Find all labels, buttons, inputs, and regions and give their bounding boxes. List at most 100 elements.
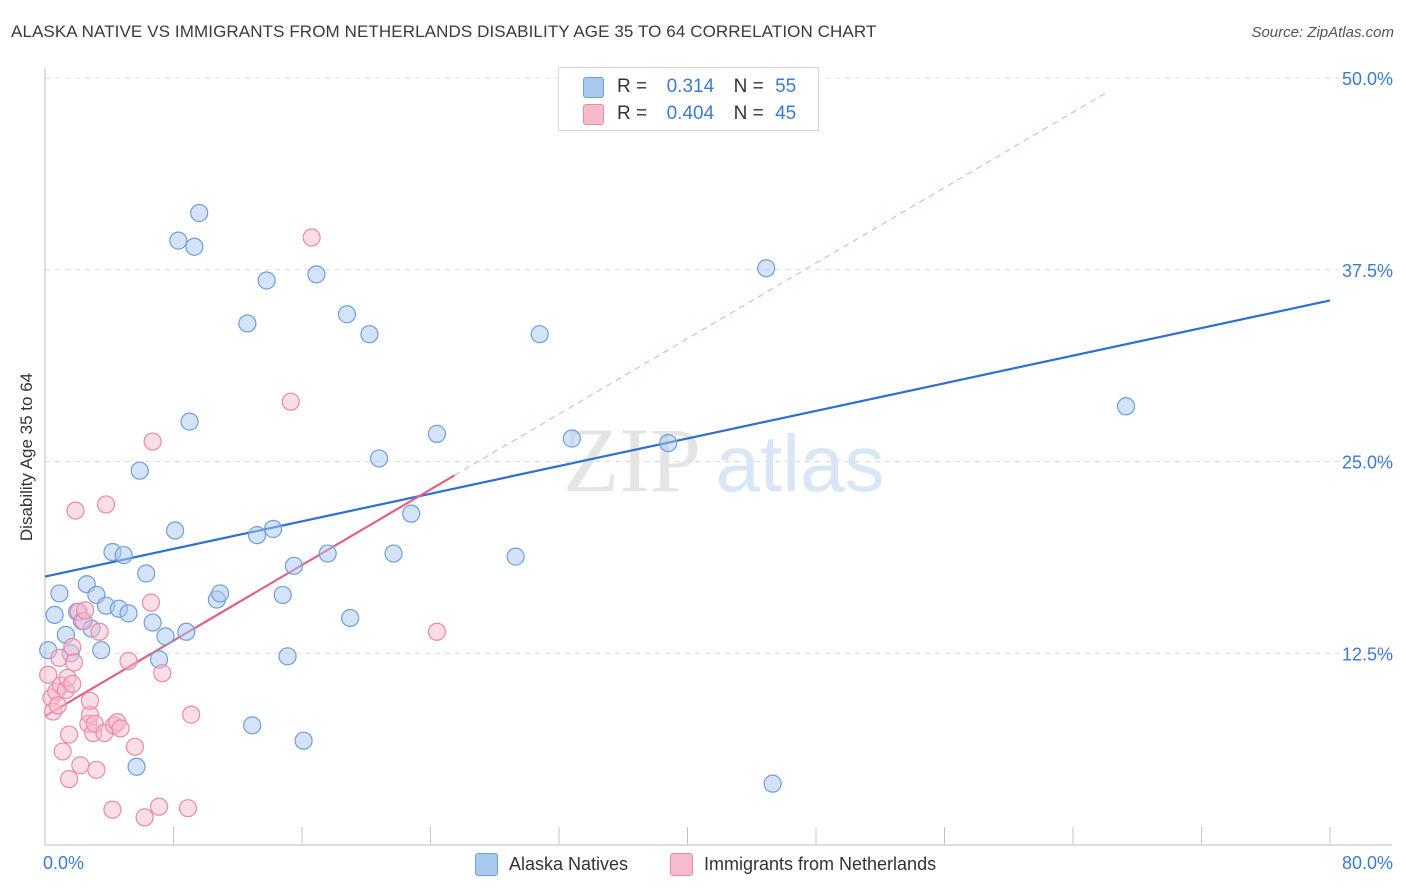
alaska-native-point xyxy=(757,259,776,278)
r-value: 0.314 xyxy=(666,76,715,97)
alaska-native-point xyxy=(1116,397,1136,416)
alaska-native-point xyxy=(238,314,257,333)
r-value: 0.404 xyxy=(666,103,715,124)
alaska-native-point xyxy=(92,641,111,660)
data-points xyxy=(39,203,1136,827)
legend-row-netherlands: R = 0.404 N = 45 xyxy=(583,102,797,126)
alaska-native-point xyxy=(247,526,267,545)
netherlands-point xyxy=(178,799,198,818)
netherlands-point xyxy=(63,638,82,657)
alaska-native-point xyxy=(137,564,156,583)
netherlands-point xyxy=(64,653,84,672)
alaska-native-point xyxy=(185,237,204,256)
r-label: R = xyxy=(617,103,648,124)
alaska-native-point xyxy=(143,613,162,632)
legend-item-immigrants-netherlands: Immigrants from Netherlands xyxy=(670,851,936,877)
netherlands-point xyxy=(125,737,145,756)
r-label: R = xyxy=(617,76,648,97)
watermark: ZIP atlas xyxy=(563,409,884,511)
alaska-native-point xyxy=(114,545,133,565)
n-label: N = xyxy=(733,103,764,124)
alaska-native-point xyxy=(763,774,782,793)
alaska-native-point xyxy=(360,325,379,344)
alaska-native-point xyxy=(506,547,525,566)
netherlands-point xyxy=(96,495,116,514)
netherlands-point xyxy=(71,756,90,775)
alaska-native-point xyxy=(130,461,149,480)
trend-extension-netherlands xyxy=(454,92,1106,476)
n-value: 45 xyxy=(775,103,797,124)
netherlands-point xyxy=(111,719,130,738)
immigrants-netherlands-swatch xyxy=(670,852,693,876)
netherlands-swatch xyxy=(583,104,604,125)
netherlands-point xyxy=(90,622,109,641)
netherlands-point xyxy=(48,696,67,715)
legend-label: Alaska Natives xyxy=(509,853,629,874)
y-tick-label: 37.5% xyxy=(1342,261,1393,281)
alaska-native-point xyxy=(384,544,403,563)
netherlands-point xyxy=(59,725,79,744)
alaska-native-point xyxy=(243,716,262,735)
legend-row-alaska: R = 0.314 N = 55 xyxy=(583,75,797,99)
y-tick-label: 25.0% xyxy=(1342,453,1393,473)
n-value: 55 xyxy=(775,76,797,97)
alaska-native-point xyxy=(180,412,199,431)
alaska-native-point xyxy=(177,622,196,641)
correlation-legend: R = 0.314 N = 55 R = 0.404 N = 45 xyxy=(558,67,819,131)
netherlands-point xyxy=(182,705,201,724)
alaska-native-point xyxy=(190,203,209,223)
netherlands-point xyxy=(302,228,321,247)
netherlands-point xyxy=(63,674,82,694)
x-tick-label: 80.0% xyxy=(1342,853,1393,873)
alaska-native-point xyxy=(402,504,421,523)
alaska-native-point xyxy=(257,271,276,290)
x-tick-label: 0.0% xyxy=(43,853,84,873)
trend-lines xyxy=(44,92,1331,718)
alaska-native-point xyxy=(530,325,549,344)
alaska-native-point xyxy=(278,647,297,666)
alaska-native-point xyxy=(284,556,304,575)
y-tick-label: 50.0% xyxy=(1342,69,1393,89)
alaska-native-point xyxy=(337,305,357,324)
netherlands-point xyxy=(427,622,447,641)
alaska-native-point xyxy=(119,604,138,623)
alaska-natives-swatch xyxy=(475,852,498,876)
legend-label: Immigrants from Netherlands xyxy=(704,853,937,874)
alaska-native-point xyxy=(127,757,146,776)
alaska-swatch xyxy=(583,77,604,98)
alaska-native-point xyxy=(156,627,175,646)
alaska-native-point xyxy=(45,605,64,625)
tick-labels: 12.5% 25.0% 37.5% 50.0% 0.0% 80.0% xyxy=(43,69,1393,873)
netherlands-point xyxy=(87,760,106,779)
alaska-native-point xyxy=(210,584,230,603)
n-label: N = xyxy=(733,76,764,97)
y-tick-label: 12.5% xyxy=(1342,644,1393,664)
netherlands-point xyxy=(153,664,172,683)
alaska-native-point xyxy=(273,585,292,605)
gridlines xyxy=(45,77,1392,654)
netherlands-point xyxy=(281,392,300,411)
netherlands-point xyxy=(53,742,72,761)
netherlands-point xyxy=(103,800,122,819)
netherlands-point xyxy=(141,593,161,612)
alaska-native-point xyxy=(341,608,360,628)
netherlands-point xyxy=(66,501,85,520)
trend-line-alaska xyxy=(44,299,1331,578)
netherlands-point xyxy=(59,769,79,789)
source-credit: Source: ZipAtlas.com xyxy=(1251,24,1394,41)
alaska-native-point xyxy=(263,519,283,539)
netherlands-point xyxy=(76,601,95,620)
netherlands-point xyxy=(135,808,154,827)
alaska-native-point xyxy=(294,731,313,750)
chart-title: ALASKA NATIVE VS IMMIGRANTS FROM NETHERL… xyxy=(11,22,877,41)
alaska-native-point xyxy=(318,544,337,563)
alaska-native-point xyxy=(166,521,185,540)
netherlands-point xyxy=(119,651,138,671)
alaska-native-point xyxy=(562,429,581,448)
netherlands-point xyxy=(80,691,100,710)
watermark-atlas: atlas xyxy=(716,419,885,508)
netherlands-point xyxy=(143,432,162,451)
alaska-native-point xyxy=(370,449,389,468)
alaska-native-point xyxy=(427,424,447,443)
